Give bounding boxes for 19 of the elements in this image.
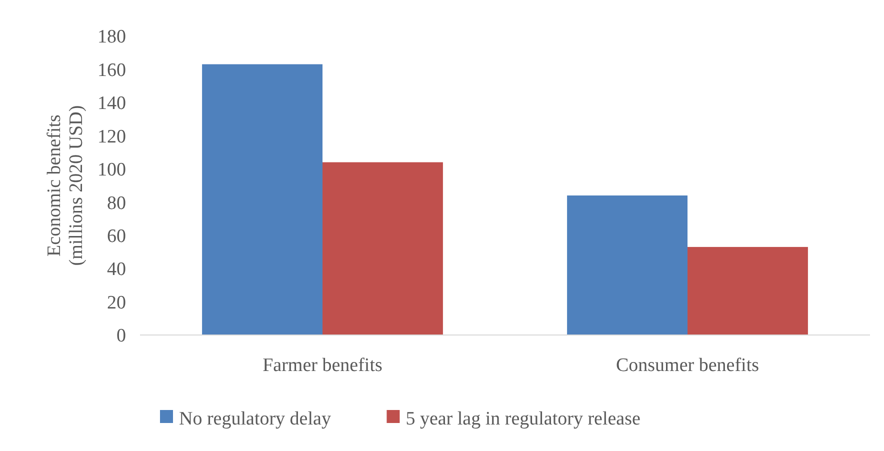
y-tick-label: 160 <box>98 60 126 81</box>
y-tick-label: 140 <box>98 93 126 114</box>
legend-label: No regulatory delay <box>179 408 332 430</box>
y-tick-label: 180 <box>98 26 126 48</box>
y-tick-label: 0 <box>116 326 126 347</box>
bar <box>322 162 443 335</box>
y-axis-title: Economic benefits (millions 2020 USD) <box>44 105 87 266</box>
x-tick-label: Farmer benefits <box>262 355 382 376</box>
bar <box>202 64 322 335</box>
bar <box>567 195 688 335</box>
bar <box>688 246 808 335</box>
x-tick-label: Consumer benefits <box>616 355 760 376</box>
y-tick-label: 20 <box>107 292 126 314</box>
legend-label: 5 year lag in regulatory release <box>406 408 640 430</box>
y-tick-label: 60 <box>107 226 126 247</box>
y-tick-label: 120 <box>98 126 126 148</box>
y-tick-label: 100 <box>98 160 126 181</box>
y-tick-label: 80 <box>107 192 126 214</box>
y-tick-label: 40 <box>107 259 126 280</box>
